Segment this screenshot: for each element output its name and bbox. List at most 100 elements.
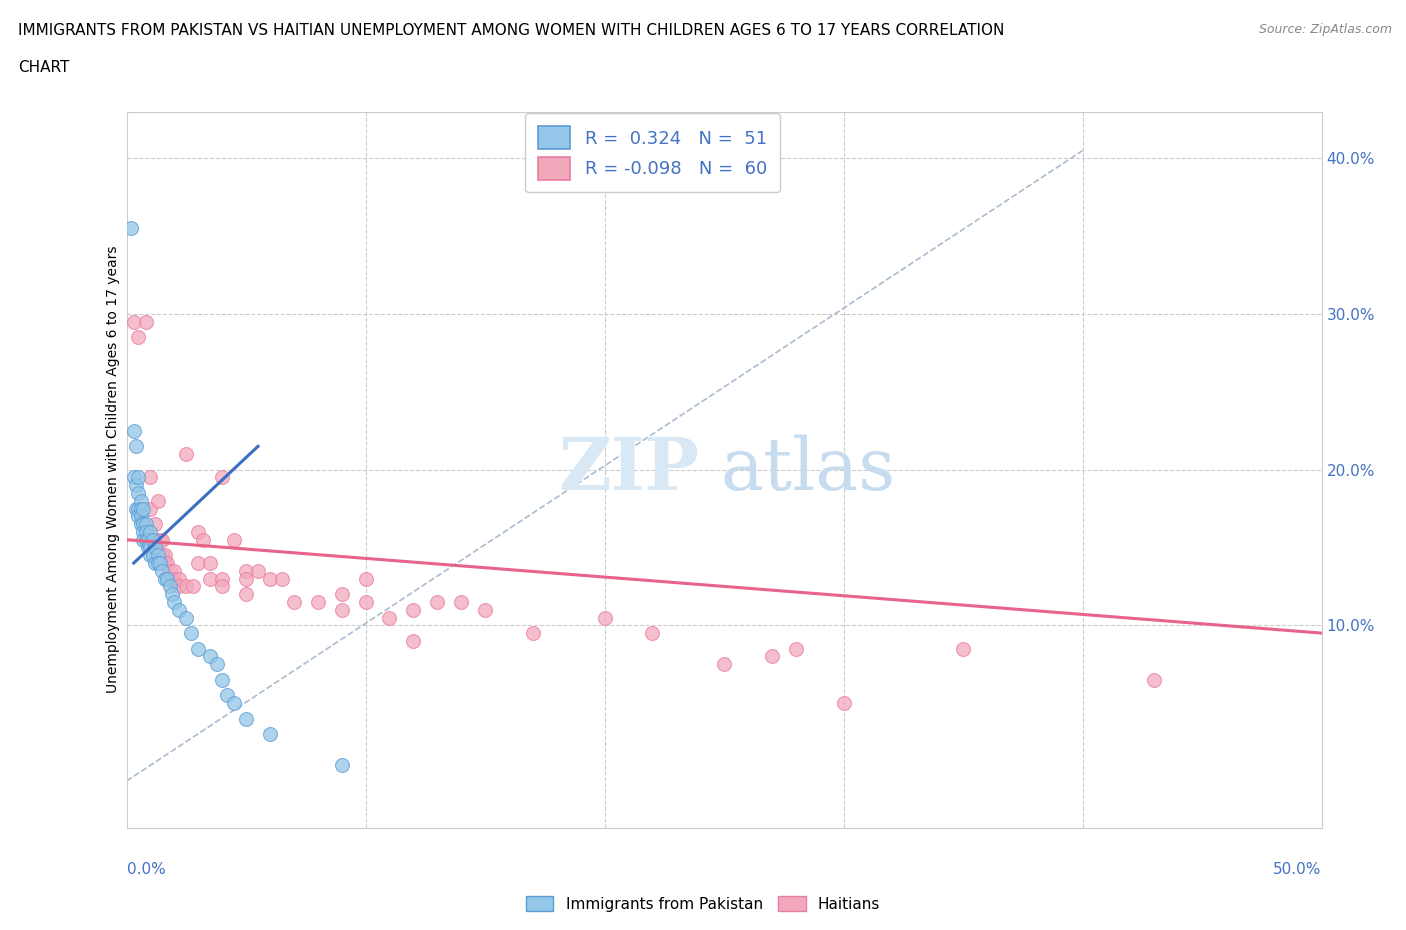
Point xyxy=(132,501,155,516)
Point xyxy=(143,532,166,547)
Point xyxy=(211,579,233,594)
Point xyxy=(156,571,179,586)
Point xyxy=(143,555,166,570)
Point xyxy=(142,548,165,563)
Point xyxy=(174,446,197,461)
Point xyxy=(129,493,152,508)
Point xyxy=(259,571,281,586)
Point xyxy=(149,555,172,570)
Point xyxy=(378,610,401,625)
Point xyxy=(713,657,735,671)
Point xyxy=(160,571,183,586)
Point xyxy=(153,548,176,563)
Point xyxy=(142,532,165,547)
Point xyxy=(150,548,174,563)
Point xyxy=(474,603,496,618)
Point xyxy=(522,626,544,641)
Point xyxy=(283,594,305,609)
Point xyxy=(149,532,172,547)
Point xyxy=(125,439,148,454)
Point xyxy=(167,579,190,594)
Point xyxy=(132,532,155,547)
Point xyxy=(167,603,190,618)
Point xyxy=(183,579,205,594)
Point xyxy=(259,727,281,742)
Point xyxy=(211,672,233,687)
Point xyxy=(127,501,149,516)
Point xyxy=(235,564,257,578)
Point xyxy=(641,626,664,641)
Point xyxy=(143,540,166,555)
Point xyxy=(143,517,166,532)
Point xyxy=(1143,672,1166,687)
Point xyxy=(135,532,157,547)
Point xyxy=(146,548,169,563)
Point xyxy=(200,555,222,570)
Point xyxy=(135,314,157,329)
Point xyxy=(150,555,174,570)
Point xyxy=(222,532,246,547)
Text: 50.0%: 50.0% xyxy=(1274,862,1322,877)
Point xyxy=(159,564,181,578)
Point xyxy=(139,501,162,516)
Point xyxy=(450,594,472,609)
Point xyxy=(132,525,155,539)
Point xyxy=(150,532,174,547)
Point xyxy=(307,594,329,609)
Point xyxy=(122,314,145,329)
Point xyxy=(200,649,222,664)
Point xyxy=(330,603,353,618)
Point xyxy=(139,525,162,539)
Point xyxy=(187,642,209,657)
Point xyxy=(174,610,197,625)
Point xyxy=(127,509,149,524)
Point xyxy=(153,555,176,570)
Point xyxy=(156,555,179,570)
Point xyxy=(139,540,162,555)
Point xyxy=(330,758,353,773)
Point xyxy=(354,594,377,609)
Point xyxy=(135,517,157,532)
Point xyxy=(235,587,257,602)
Point xyxy=(122,423,145,438)
Point xyxy=(129,509,152,524)
Point xyxy=(215,688,238,703)
Point xyxy=(187,555,209,570)
Point xyxy=(160,587,183,602)
Text: CHART: CHART xyxy=(18,60,70,75)
Point xyxy=(136,532,159,547)
Point xyxy=(247,564,270,578)
Text: atlas: atlas xyxy=(720,434,896,505)
Point xyxy=(136,540,159,555)
Point xyxy=(402,633,425,648)
Point xyxy=(211,571,233,586)
Point xyxy=(330,587,353,602)
Point xyxy=(127,470,149,485)
Point xyxy=(785,642,807,657)
Point xyxy=(135,525,157,539)
Point xyxy=(593,610,616,625)
Text: IMMIGRANTS FROM PAKISTAN VS HAITIAN UNEMPLOYMENT AMONG WOMEN WITH CHILDREN AGES : IMMIGRANTS FROM PAKISTAN VS HAITIAN UNEM… xyxy=(18,23,1005,38)
Point xyxy=(129,517,152,532)
Y-axis label: Unemployment Among Women with Children Ages 6 to 17 years: Unemployment Among Women with Children A… xyxy=(105,246,120,694)
Point xyxy=(167,571,190,586)
Point xyxy=(187,525,209,539)
Point xyxy=(354,571,377,586)
Point xyxy=(207,657,229,671)
Point xyxy=(146,493,169,508)
Point xyxy=(122,470,145,485)
Point xyxy=(146,555,169,570)
Point xyxy=(952,642,974,657)
Point xyxy=(127,330,149,345)
Point xyxy=(127,485,149,500)
Point xyxy=(426,594,449,609)
Point xyxy=(132,517,155,532)
Point xyxy=(270,571,294,586)
Point xyxy=(180,626,202,641)
Text: 0.0%: 0.0% xyxy=(127,862,166,877)
Point xyxy=(222,696,246,711)
Point xyxy=(191,532,214,547)
Point xyxy=(129,501,152,516)
Point xyxy=(159,579,181,594)
Point xyxy=(150,564,174,578)
